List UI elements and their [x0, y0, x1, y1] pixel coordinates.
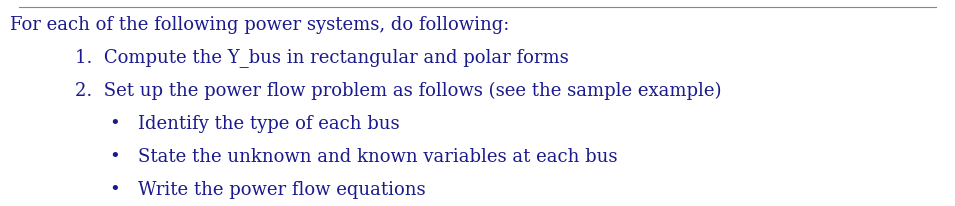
Text: •   Identify the type of each bus: • Identify the type of each bus: [110, 115, 399, 132]
Text: 2.  Set up the power flow problem as follows (see the sample example): 2. Set up the power flow problem as foll…: [75, 82, 721, 100]
Text: •   State the unknown and known variables at each bus: • State the unknown and known variables …: [110, 147, 618, 165]
Text: 1.  Compute the Y_bus in rectangular and polar forms: 1. Compute the Y_bus in rectangular and …: [75, 48, 569, 67]
Text: •   Write the power flow equations: • Write the power flow equations: [110, 180, 426, 198]
Text: For each of the following power systems, do following:: For each of the following power systems,…: [10, 16, 509, 34]
